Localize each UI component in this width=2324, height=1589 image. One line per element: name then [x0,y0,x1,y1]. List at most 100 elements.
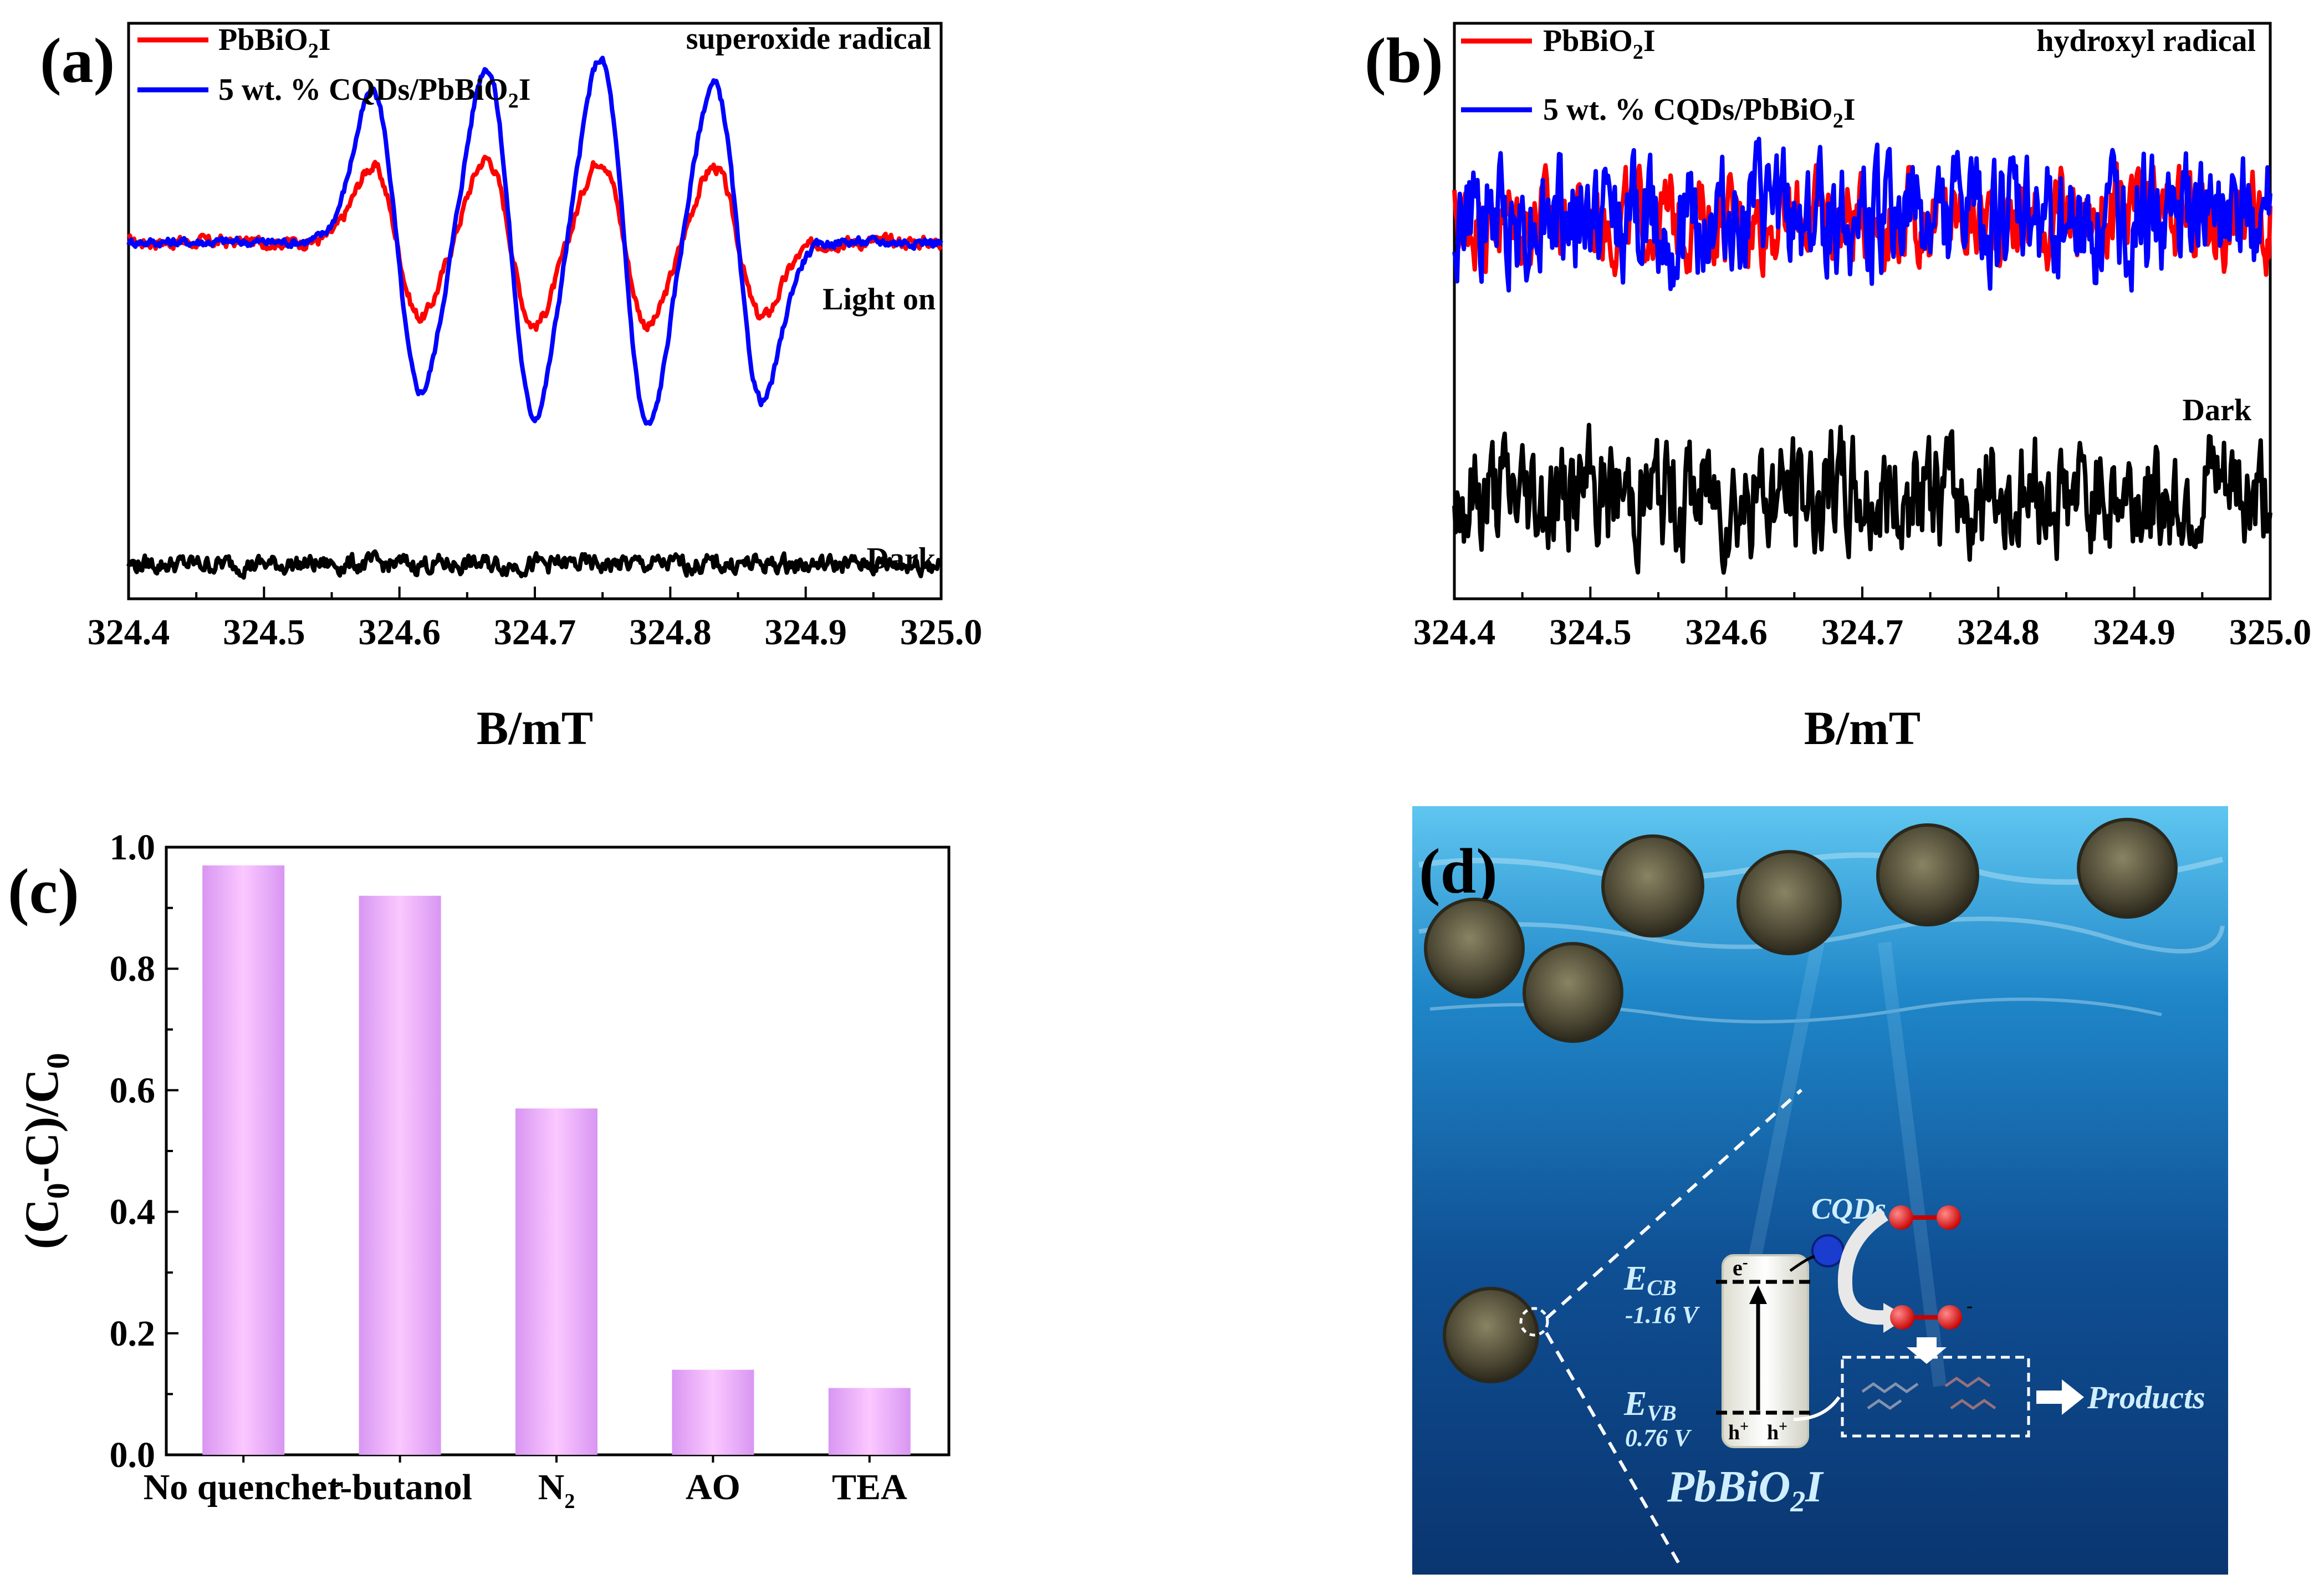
panel-b-x-ticks: 324.4 324.5 324.6 324.7 324.8 324.9 325.0 [1413,587,2312,653]
zoom-line-bottom [1545,1332,1684,1571]
ecb-value: -1.16 V [1625,1301,1700,1328]
x-tick-label: 324.5 [223,612,305,653]
cqd-dot-icon [1811,1234,1845,1267]
category-label: TEA [832,1467,907,1507]
particle-icon [1736,850,1842,955]
series-line-dark [126,549,943,580]
evb-label: EVB [1623,1385,1677,1425]
hole-label-2: h+ [1767,1418,1787,1444]
material-label: PbBiO2I [1667,1463,1824,1518]
category-label: No quencher [144,1467,344,1507]
x-tick-label: 324.4 [1413,612,1496,653]
panel-b-legend: PbBiO2I 5 wt. % CQDs/PbBiO2I [1461,24,1856,133]
panel-a-x-axis-label: B/mT [477,701,593,755]
o2-atom-icon [1889,1205,1913,1230]
o2-radical-atom-icon [1890,1305,1914,1330]
superoxide-charge: - [1967,1296,1973,1316]
category-label: t-butanol [328,1467,472,1507]
o2-atom-icon [1937,1205,1961,1230]
category-label: N2 [538,1467,575,1513]
x-tick-label: 325.0 [2229,612,2312,653]
bar-t-butanol [359,895,441,1455]
category-label: AO [686,1467,740,1507]
x-tick-label: 324.8 [1957,612,2040,653]
panel-a-dark-label: Dark [867,542,936,576]
semiconductor-band [1722,1254,1809,1448]
series-line-5-wt-cqds-pbbio2i [126,55,943,426]
x-tick-label: 324.9 [764,612,847,653]
particle-icon [2077,818,2178,919]
ecb-label: ECB [1623,1260,1677,1300]
x-tick-label: 325.0 [900,612,983,653]
panel-c-y-axis-label: (C0-C)/C0 [15,1053,76,1249]
particle-icon [1443,1287,1539,1383]
bar-ao [672,1369,754,1455]
series-line-dark [1452,422,2272,575]
pollutant-molecules-icon [1861,1376,1996,1410]
legend-label-cqds: 5 wt. % CQDs/PbBiO2I [1543,93,1856,133]
oxygen-reduction: - [1837,1205,1973,1364]
products-arrow-icon [2036,1379,2084,1415]
panel-b-title: hydroxyl radical [2036,24,2256,58]
panel-a-series [126,55,943,580]
panel-c-y-ticks: 0.0 0.2 0.4 0.6 0.8 1.0 [110,827,178,1475]
legend-label-pbbio2i: PbBiO2I [1543,24,1656,64]
panel-a-title: superoxide radical [686,22,931,56]
y-tick-label: 1.0 [110,827,156,868]
particle-icon [1523,942,1623,1043]
x-tick-label: 324.7 [1821,612,1904,653]
zoom-circle [1519,1307,1549,1337]
y-tick-label: 0.2 [110,1313,156,1354]
series-line-pbbio2i [126,155,943,333]
x-tick-label: 324.6 [1685,612,1768,653]
bar-n2 [515,1108,597,1455]
particle-icon [1424,898,1525,999]
evb-value: 0.76 V [1625,1424,1692,1452]
x-tick-label: 324.5 [1549,612,1632,653]
panel-d-tag: (d) [1419,836,1498,907]
x-tick-label: 324.9 [2093,612,2175,653]
electron-label: e- [1733,1253,1748,1280]
panel-c-tag: (c) [8,856,79,927]
panel-a-light-on-label: Light on [823,282,936,317]
x-tick-label: 324.7 [494,612,576,653]
legend-label-pbbio2i: PbBiO2I [218,23,331,63]
pollutant-box [1841,1356,2030,1438]
zoom-line-top [1545,1088,1803,1320]
panel-d-mechanism-illustration: (d) e- h+ h+ ECB -1.16 V EVB [1412,806,2228,1575]
y-tick-label: 0.0 [110,1435,156,1475]
down-arrow-icon [1907,1337,1947,1364]
panel-c-bar-chart: (c) 0.0 0.2 0.4 0.6 0.8 1.0 No quenchert-buta… [8,827,951,1513]
panel-b-x-axis-label: B/mT [1804,701,1921,755]
o2-radical-atom-icon [1938,1305,1962,1330]
electron-transfer-path [1789,1255,1815,1272]
panel-a-tag: (a) [40,26,115,96]
excitation-arrowhead [1749,1285,1767,1304]
hole-label-1: h+ [1728,1418,1749,1444]
panel-a-legend: PbBiO2I 5 wt. % CQDs/PbBiO2I [137,23,531,113]
legend-label-cqds: 5 wt. % CQDs/PbBiO2I [218,73,531,113]
reduction-arrow [1837,1208,1889,1325]
x-tick-label: 324.4 [88,612,170,653]
panel-a-x-ticks: 324.4 324.5 324.6 324.7 324.8 324.9 325.0 [88,587,983,653]
panel-a-epr-superoxide: (a) 324.4 324.5 324.6 324.7 324.8 324.9 325.0 … [40,22,982,755]
x-tick-label: 324.6 [358,612,441,653]
x-tick-label: 324.8 [629,612,712,653]
panel-a-frame [127,22,943,600]
series-line-5-wt-cqds-pbbio2i [1452,136,2272,293]
panel-c-bars [202,865,911,1455]
hole-oxidation-arrow [1793,1396,1841,1421]
band-diagram: e- h+ h+ ECB -1.16 V EVB 0.76 V [1623,1253,1815,1452]
panel-b-epr-hydroxyl: (b) 324.4 324.5 324.6 324.7 324.8 324.9 325.0 … [1365,22,2312,755]
y-tick-label: 0.4 [110,1192,156,1233]
bar-no-quencher [202,865,285,1455]
products-label: Products [2087,1379,2205,1415]
bar-tea [828,1388,911,1455]
pbbio2i-particles [1424,818,2178,1383]
panel-b-dark-label: Dark [2183,393,2252,427]
panel-b-series [1452,136,2272,575]
y-tick-label: 0.6 [110,1070,156,1111]
panel-b-tag: (b) [1365,26,1443,96]
